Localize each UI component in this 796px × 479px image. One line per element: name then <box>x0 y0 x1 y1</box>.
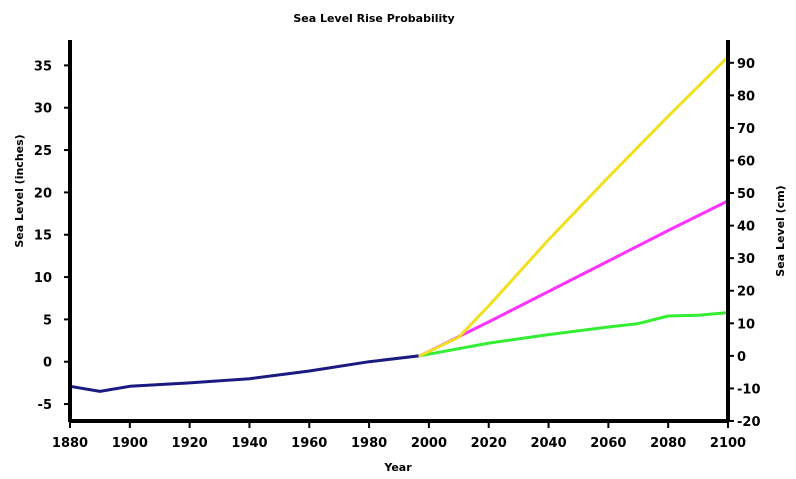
x-axis-label: Year <box>383 461 412 474</box>
right-y-tick-label: 80 <box>737 89 755 104</box>
left-y-tick-label: 20 <box>34 186 52 201</box>
left-y-tick-label: -5 <box>38 398 52 413</box>
x-tick-label: 2100 <box>710 436 746 451</box>
x-tick-label: 1940 <box>231 436 267 451</box>
chart-title: Sea Level Rise Probability <box>293 12 454 25</box>
right-y-tick-label: 60 <box>737 154 755 169</box>
series-line-3 <box>418 55 730 358</box>
right-y-axis-label: Sea Level (cm) <box>774 185 787 276</box>
x-tick-label: 1920 <box>172 436 208 451</box>
right-y-tick-label: 0 <box>737 350 746 365</box>
left-y-tick-label: 25 <box>34 144 52 159</box>
series-line-1 <box>418 311 730 358</box>
left-y-tick-label: 35 <box>34 59 52 74</box>
series-line-0 <box>68 354 422 393</box>
left-y-tick-labels: -5 0 5 10 15 20 25 30 35 <box>34 59 70 413</box>
x-tick-label: 1960 <box>291 436 327 451</box>
series-layer <box>68 55 730 393</box>
series-line-2 <box>418 199 730 358</box>
x-tick-label: 1980 <box>351 436 387 451</box>
left-y-tick-label: 0 <box>43 356 52 371</box>
left-y-tick-label: 30 <box>34 102 52 117</box>
right-y-tick-label: 10 <box>737 317 755 332</box>
x-tick-label: 2020 <box>471 436 507 451</box>
right-y-tick-label: 90 <box>737 57 755 72</box>
x-tick-label: 2040 <box>530 436 566 451</box>
x-tick-label: 2000 <box>411 436 447 451</box>
x-tick-label: 1880 <box>52 436 88 451</box>
right-y-tick-label: 20 <box>737 285 755 300</box>
x-tick-label: 2060 <box>590 436 626 451</box>
left-y-tick-label: 5 <box>43 313 52 328</box>
x-tick-labels: 1880 1900 1920 1940 1960 1980 2000 2020 2040 2060… <box>52 421 746 451</box>
right-y-tick-label: 70 <box>737 122 755 137</box>
right-y-tick-label: 50 <box>737 187 755 202</box>
x-tick-label: 1900 <box>112 436 148 451</box>
right-y-tick-label: 40 <box>737 220 755 235</box>
left-y-tick-label: 10 <box>34 271 52 286</box>
right-y-tick-label: -20 <box>737 415 761 430</box>
right-y-tick-label: 30 <box>737 252 755 267</box>
right-y-tick-label: -10 <box>737 382 761 397</box>
left-y-axis-label: Sea Level (inches) <box>13 134 26 247</box>
left-y-tick-label: 15 <box>34 229 52 244</box>
x-tick-label: 2080 <box>650 436 686 451</box>
right-y-tick-labels: -20 -10 0 10 20 30 40 50 60 70 80 90 <box>728 57 761 430</box>
